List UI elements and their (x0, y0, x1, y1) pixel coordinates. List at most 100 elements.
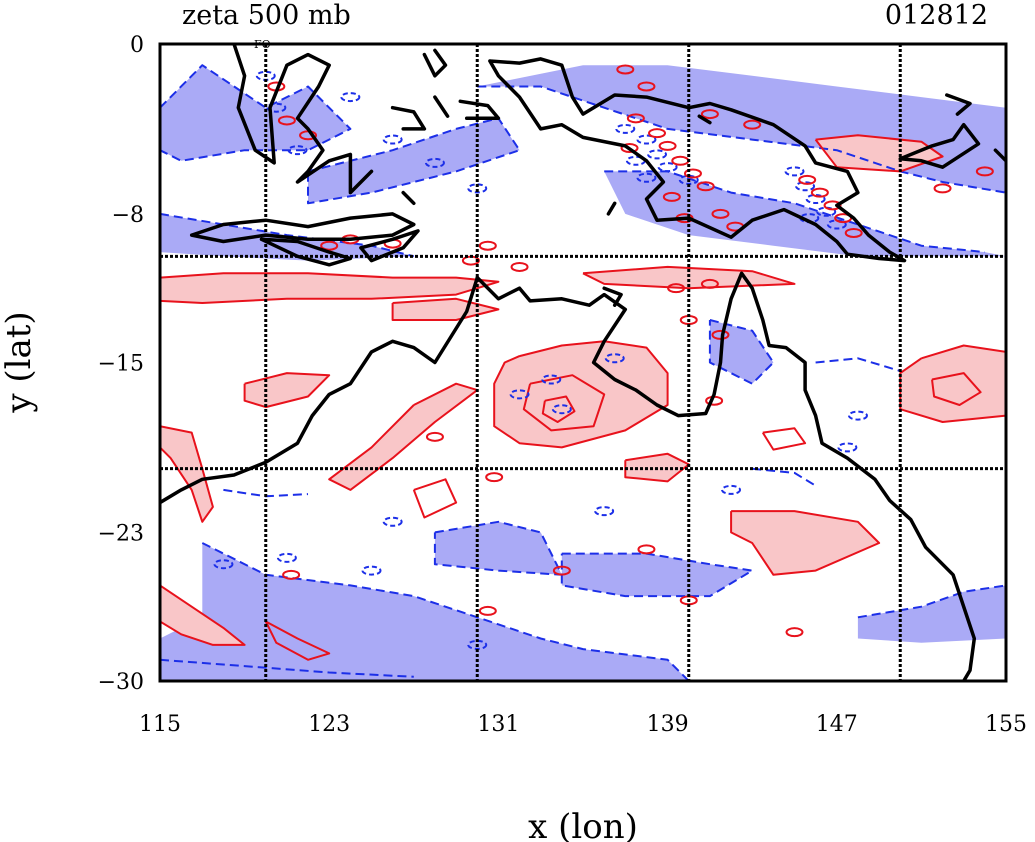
y-tick-label: −30 (98, 670, 144, 695)
y-tick-label: −8 (112, 203, 144, 228)
negative-area (857, 585, 1006, 643)
y-axis-ticks: 0 −8 −15 −23 −30 (98, 33, 144, 695)
negative-cell (541, 374, 562, 385)
coastline (945, 93, 972, 116)
negative-cell (604, 353, 625, 364)
positive-cell (485, 472, 504, 483)
negative-cell (382, 516, 403, 527)
x-tick-label: 139 (647, 712, 689, 737)
x-axis-ticks: 115 123 131 139 147 155 (139, 712, 1027, 737)
positive-cell (478, 240, 497, 251)
map-title: zeta 500 mb (182, 0, 351, 31)
positive-contour (328, 382, 479, 491)
negative-cell (721, 484, 742, 495)
coastline (606, 201, 617, 216)
negative-cell (424, 157, 445, 168)
negative-cell (382, 134, 403, 145)
positive-contour (243, 372, 331, 409)
positive-cell (510, 261, 529, 272)
positive-cell (425, 431, 444, 442)
negative-contour (815, 357, 901, 372)
positive-cell (667, 283, 686, 294)
positive-area (329, 383, 478, 490)
negative-area (160, 65, 351, 161)
negative-cell (266, 102, 287, 113)
positive-cell (700, 278, 719, 289)
positive-cell (743, 119, 762, 130)
positive-contour (522, 374, 606, 432)
positive-cell (711, 329, 730, 340)
y-tick-label: 0 (130, 33, 144, 58)
negative-cell (657, 162, 678, 173)
positive-contour (160, 584, 246, 646)
y-tick-label: −23 (98, 521, 144, 546)
coastlines (160, 44, 1006, 681)
negative-cell (636, 172, 657, 183)
positive-cell (626, 113, 645, 124)
positive-cell (648, 128, 667, 139)
x-tick-label: 123 (308, 712, 350, 737)
negative-cell (551, 404, 572, 415)
positive-contour (582, 265, 796, 290)
negative-cell (678, 174, 699, 185)
positive-cell (844, 227, 863, 238)
negative-cell (826, 219, 847, 230)
negative-contour (160, 212, 415, 258)
positive-cell (696, 181, 715, 192)
positive-cell (620, 143, 639, 154)
positive-area (815, 135, 943, 172)
coastline (898, 122, 981, 169)
y-tick-label: −15 (98, 352, 144, 377)
x-axis-label: x (lon) (528, 807, 638, 842)
plot-area (160, 44, 1006, 681)
negative-contour (477, 85, 1006, 194)
positive-cell (320, 240, 339, 251)
negative-cell (213, 559, 234, 570)
negative-cell (287, 145, 308, 156)
negative-cell (615, 123, 636, 134)
positive-contour (541, 395, 576, 423)
positive-contour (761, 427, 807, 451)
positive-contour (412, 478, 458, 519)
positive-cell (552, 565, 571, 576)
positive-contour (730, 510, 881, 576)
coastline (475, 271, 977, 681)
positive-contour (160, 425, 214, 523)
positive-vorticity-contours (160, 134, 1006, 661)
coastline (993, 148, 1006, 163)
coastline (359, 229, 420, 263)
positive-cell (282, 569, 301, 580)
positive-cell (658, 140, 677, 151)
positive-cell (616, 64, 635, 75)
negative-cell (816, 206, 837, 217)
positive-area (160, 426, 213, 522)
positive-contour (931, 372, 982, 406)
positive-area (392, 298, 499, 320)
negative-cell (647, 149, 668, 160)
positive-cell (933, 183, 952, 194)
negative-area (709, 320, 774, 384)
coastline (160, 275, 480, 505)
negative-cell (847, 410, 868, 421)
negative-contour (708, 319, 775, 385)
x-tick-label: 131 (477, 712, 519, 737)
positive-contour (264, 620, 331, 661)
y-axis-label: y (lat) (0, 311, 39, 413)
negative-cell (805, 194, 826, 205)
positive-area (160, 273, 499, 303)
negative-area (160, 543, 689, 681)
coastline (422, 48, 448, 78)
coastline (697, 114, 712, 125)
negative-cell (784, 166, 805, 177)
positive-cell (683, 168, 702, 179)
positive-cell (700, 109, 719, 120)
negative-cell (340, 92, 361, 103)
positive-cell (662, 191, 681, 202)
positive-cell (810, 187, 829, 198)
negative-cell (361, 565, 382, 576)
negative-contour (560, 552, 754, 598)
corner-mark: FO (254, 38, 271, 51)
negative-cell (636, 134, 657, 145)
x-tick-label: 115 (139, 712, 181, 737)
positive-cell (478, 605, 497, 616)
